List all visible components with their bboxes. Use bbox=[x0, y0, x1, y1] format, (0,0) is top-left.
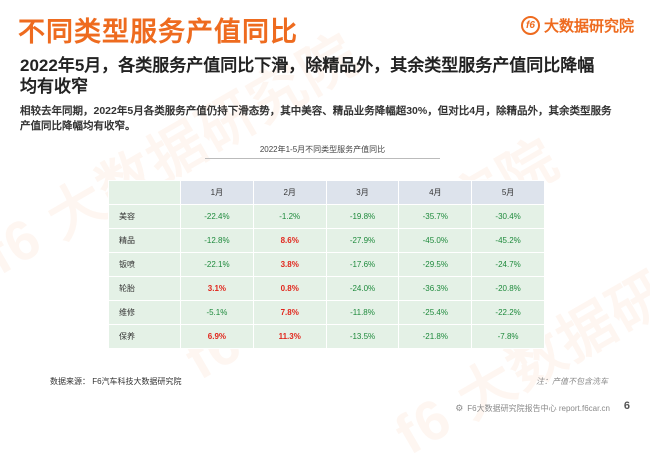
row-label: 精品 bbox=[108, 228, 181, 253]
column-header: 1月 bbox=[180, 180, 254, 205]
column-header: 4月 bbox=[398, 180, 473, 205]
gear-icon: ⚙ bbox=[455, 403, 464, 413]
table-cell: -22.1% bbox=[180, 252, 254, 277]
table-cell: -22.2% bbox=[471, 300, 545, 325]
table-cell: -5.1% bbox=[180, 300, 254, 325]
f6-logo-icon: f6 bbox=[520, 16, 540, 35]
table-cell: -45.2% bbox=[471, 228, 545, 253]
table-row: 精品 -12.8% 8.6% -27.9% -45.0% -45.2% bbox=[108, 228, 545, 253]
table-cell: -21.8% bbox=[398, 324, 473, 349]
footer: ⚙ F6大数据研究院报告中心 report.f6car.cn bbox=[455, 403, 610, 414]
table-cell: 3.8% bbox=[252, 252, 327, 277]
subtitle: 2022年5月，各类服务产值同比下滑，除精品外，其余类型服务产值同比降幅均有收窄 bbox=[20, 56, 595, 96]
table-cell: -29.5% bbox=[398, 252, 473, 277]
table-cell: -19.8% bbox=[325, 204, 400, 229]
table-cell: 3.1% bbox=[180, 276, 254, 301]
table-cell: -24.0% bbox=[325, 276, 400, 301]
table-row: 维修 -5.1% 7.8% -11.8% -25.4% -22.2% bbox=[108, 300, 545, 325]
column-header: 3月 bbox=[325, 180, 400, 205]
table-title: 2022年1-5月不同类型服务产值同比 bbox=[259, 145, 386, 154]
page-title: 不同类型服务产值同比 bbox=[18, 17, 298, 47]
table-cell: 7.8% bbox=[252, 300, 327, 325]
table-cell: -1.2% bbox=[252, 204, 327, 229]
table-corner-cell bbox=[108, 180, 181, 205]
row-label: 钣喷 bbox=[108, 252, 181, 277]
service-output-table: 1月 2月 3月 4月 5月 美容 -22.4% -1.2% -19.8% -3… bbox=[108, 180, 545, 349]
table-cell: -27.9% bbox=[325, 228, 400, 253]
table-title-divider bbox=[205, 158, 440, 159]
row-label: 轮胎 bbox=[108, 276, 181, 301]
data-source: 数据来源： F6汽车科技大数据研究院 bbox=[50, 377, 182, 386]
table-cell: -7.8% bbox=[471, 324, 545, 349]
brand-logo: f6 大数据研究院 bbox=[520, 15, 634, 36]
table-row: 钣喷 -22.1% 3.8% -17.6% -29.5% -24.7% bbox=[108, 252, 545, 277]
row-label: 维修 bbox=[108, 300, 181, 325]
logo-text: 大数据研究院 bbox=[543, 18, 634, 35]
footer-link[interactable]: F6大数据研究院报告中心 report.f6car.cn bbox=[467, 404, 610, 413]
table-cell: -13.5% bbox=[325, 324, 400, 349]
table-cell: -17.6% bbox=[325, 252, 400, 277]
table-row: 美容 -22.4% -1.2% -19.8% -35.7% -30.4% bbox=[108, 204, 545, 229]
table-cell: 6.9% bbox=[180, 324, 254, 349]
table-row: 保养 6.9% 11.3% -13.5% -21.8% -7.8% bbox=[108, 324, 545, 349]
table-cell: 11.3% bbox=[252, 324, 327, 349]
table-cell: -30.4% bbox=[471, 204, 545, 229]
table-cell: 8.6% bbox=[252, 228, 327, 253]
table-cell: 0.8% bbox=[252, 276, 327, 301]
table-cell: -22.4% bbox=[180, 204, 254, 229]
row-label: 保养 bbox=[108, 324, 181, 349]
table-cell: -24.7% bbox=[471, 252, 545, 277]
table-row: 轮胎 3.1% 0.8% -24.0% -36.3% -20.8% bbox=[108, 276, 545, 301]
table-cell: -11.8% bbox=[325, 300, 400, 325]
table-header-row: 1月 2月 3月 4月 5月 bbox=[108, 180, 545, 205]
description: 相较去年同期，2022年5月各类服务产值仍持下滑态势，其中美容、精品业务降幅超3… bbox=[20, 105, 612, 132]
table-cell: -36.3% bbox=[398, 276, 473, 301]
page-number: 6 bbox=[623, 400, 630, 412]
table-cell: -35.7% bbox=[398, 204, 473, 229]
column-header: 2月 bbox=[252, 180, 327, 205]
footnote: 注：产值不包含洗车 bbox=[536, 377, 608, 386]
table-cell: -12.8% bbox=[180, 228, 254, 253]
table-cell: -25.4% bbox=[398, 300, 473, 325]
table-cell: -20.8% bbox=[471, 276, 545, 301]
column-header: 5月 bbox=[471, 180, 545, 205]
table-cell: -45.0% bbox=[398, 228, 473, 253]
row-label: 美容 bbox=[108, 204, 181, 229]
